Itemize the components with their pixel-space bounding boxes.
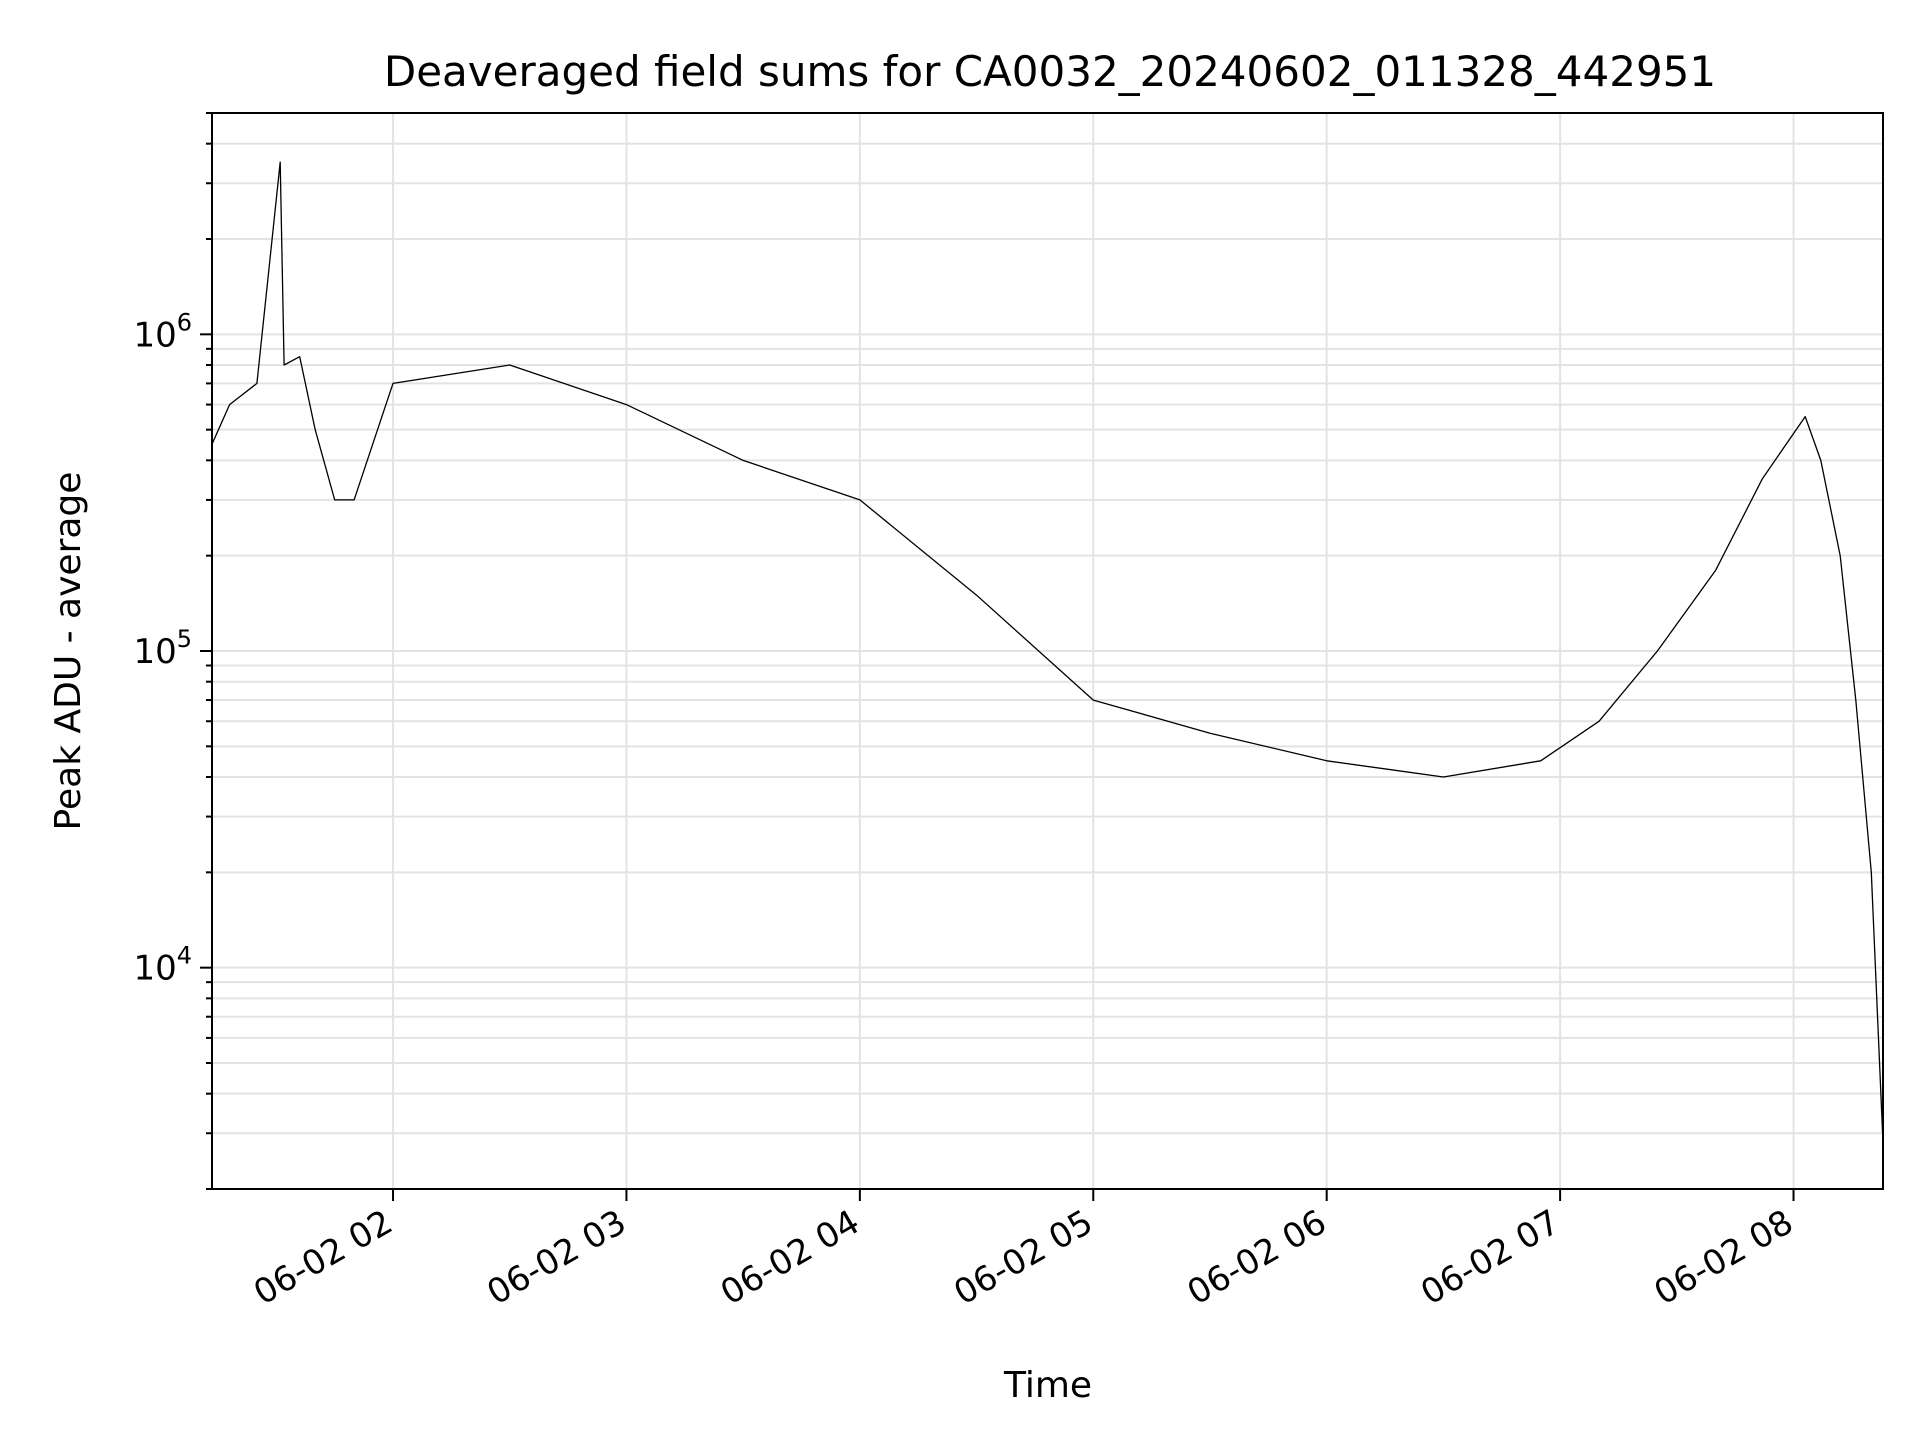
x-tick-label: 06-02 07 [1414, 1202, 1566, 1313]
x-tick-label: 06-02 06 [1181, 1202, 1333, 1313]
x-axis: 06-02 02 06-02 03 06-02 04 06-02 05 06-02 06… [247, 1189, 1800, 1313]
x-axis-label: Time [1003, 1365, 1092, 1406]
grid [212, 112, 1883, 1190]
x-tick-label: 06-02 05 [947, 1202, 1099, 1313]
y-axis: 104 105 106 [133, 112, 212, 1190]
x-tick-label: 06-02 08 [1648, 1202, 1800, 1313]
chart-title: Deaveraged field sums for CA0032_2024060… [384, 47, 1716, 96]
y-axis-label: Peak ADU - average [48, 472, 89, 831]
x-tick-label: 06-02 03 [481, 1202, 633, 1313]
y-tick-label: 106 [133, 308, 192, 355]
x-tick-label: 06-02 02 [247, 1202, 399, 1313]
x-tick-label: 06-02 04 [714, 1202, 866, 1313]
y-tick-label: 104 [133, 942, 192, 989]
series-line [211, 161, 1884, 1143]
y-tick-label: 105 [133, 625, 192, 672]
